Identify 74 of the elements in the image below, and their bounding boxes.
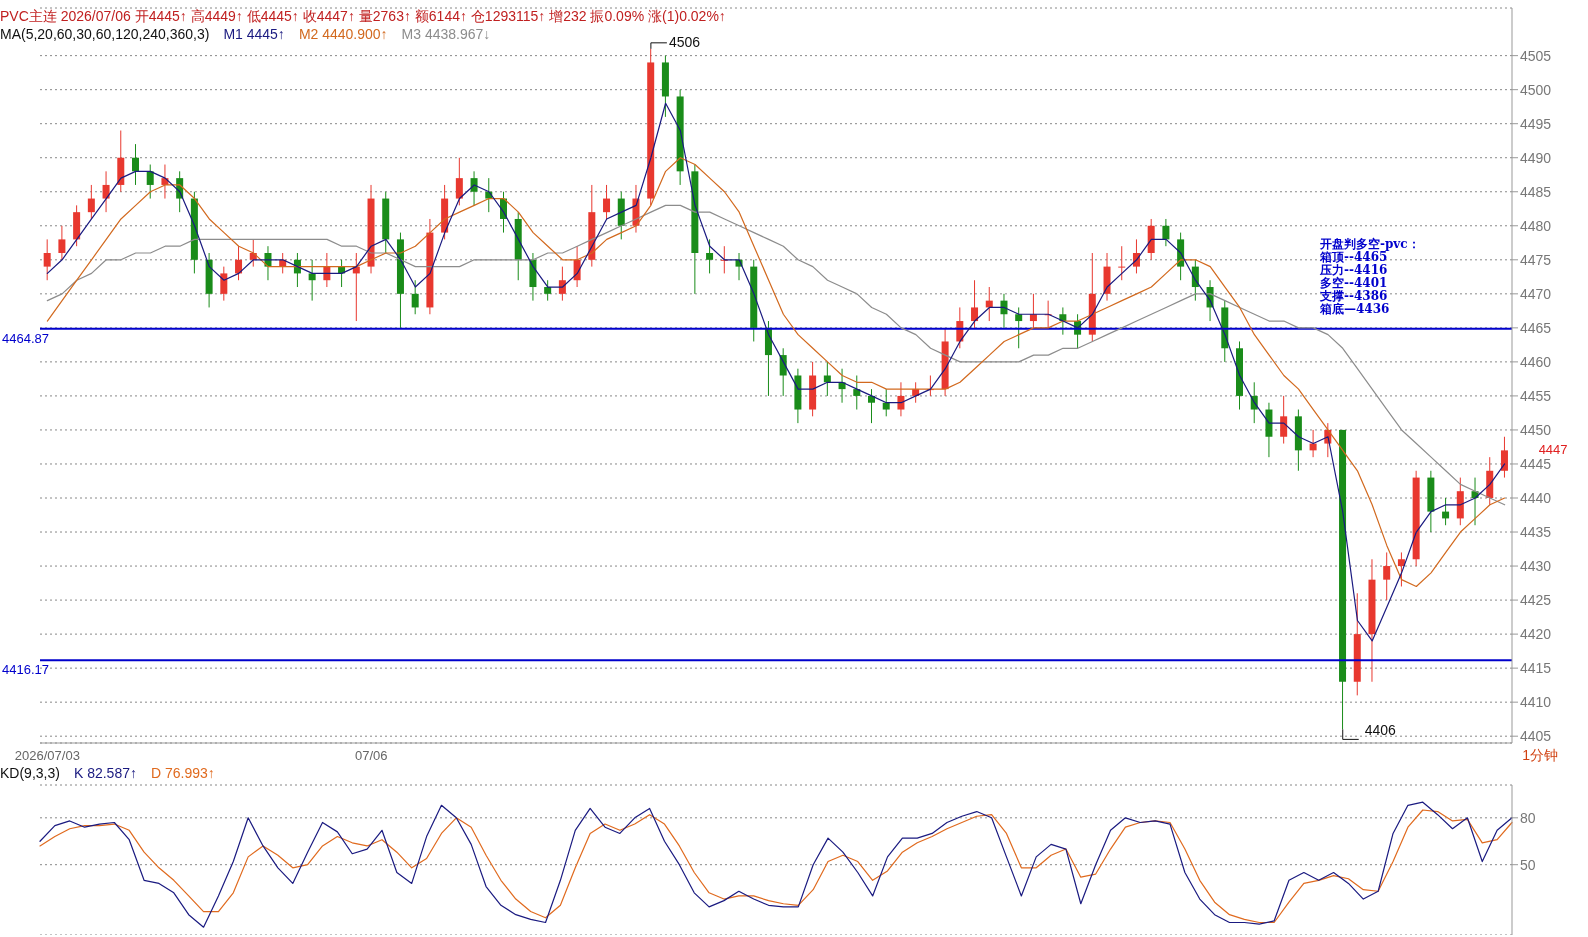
- y-tick-label: 4455: [1520, 387, 1552, 404]
- y-tick-label: 4445: [1520, 455, 1552, 472]
- candlestick: [706, 238, 714, 274]
- y-tick-label: 4465: [1520, 319, 1552, 336]
- candlestick: [1500, 436, 1508, 479]
- candlestick: [1015, 306, 1023, 349]
- y-tick-label: 50: [1520, 856, 1536, 873]
- candlestick: [102, 170, 110, 213]
- text: 多空--4401: [1320, 276, 1388, 290]
- candlestick: [235, 245, 243, 281]
- text: 4447: [1538, 441, 1568, 457]
- x-axis-title: 1分钟: [1522, 747, 1558, 765]
- annotation: 4406: [1364, 722, 1397, 739]
- y-tick-label: 4435: [1520, 524, 1552, 540]
- y-tick-label: 4480: [1520, 217, 1552, 234]
- candlestick: [308, 259, 316, 302]
- candlestick: [1162, 218, 1170, 247]
- candlestick: [1397, 551, 1405, 587]
- y-tick-label: 4420: [1520, 626, 1552, 643]
- y-tick-label: 4500: [1520, 81, 1552, 98]
- candlestick: [1280, 395, 1288, 445]
- y-tick-label: 4460: [1520, 353, 1552, 370]
- y-tick-label: 4415: [1520, 660, 1552, 677]
- candlestick: [146, 164, 154, 200]
- text: 支撑--4386: [1320, 289, 1388, 303]
- text: 箱底—4436: [1320, 302, 1390, 316]
- candlestick: [897, 381, 905, 417]
- chart-title: PVC主连 2026/07/06 开4445↑ 高4449↑ 低4445↑ 收4447↑ 量2763↑ 额6144↑ 仓1293115↑ 增232 振0.09% 涨(1)0.02%↑: [0, 8, 726, 26]
- text: D 76.993↑: [150, 765, 215, 781]
- x-tick-label: 07/06: [354, 748, 388, 764]
- text: M3 4438.967↓: [401, 26, 491, 42]
- y-tick-label: 4485: [1520, 183, 1552, 200]
- candlestick: [882, 388, 890, 417]
- y-tick-label: 4440: [1520, 489, 1552, 506]
- candlestick: [132, 143, 139, 186]
- y-tick-label: 4405: [1520, 728, 1552, 745]
- y-tick-label: 80: [1520, 809, 1536, 826]
- ref-line-label: 4416.17: [2, 662, 49, 678]
- text: K 82.587↑: [73, 765, 137, 781]
- candlestick: [43, 238, 51, 281]
- y-tick-label: 4505: [1520, 47, 1552, 64]
- y-tick-label: 4495: [1520, 115, 1552, 132]
- candlestick: [603, 184, 611, 220]
- candlestick: [853, 375, 861, 411]
- text: 开盘判多空-pvc：: [1320, 237, 1420, 251]
- text: 箱顶--4465: [1320, 250, 1388, 264]
- legend-title: MA(5,20,60,30,60,120,240,360,3): [0, 26, 210, 42]
- candlestick: [58, 225, 66, 261]
- text: M1 4445↑: [223, 26, 285, 42]
- y-tick-label: 4410: [1520, 694, 1552, 711]
- candlestick: [1118, 245, 1126, 281]
- candlestick: [868, 388, 875, 424]
- candlestick: [220, 266, 228, 302]
- y-tick-label: 4450: [1520, 421, 1552, 438]
- candlestick: [779, 347, 787, 397]
- text: M2 4440.900↑: [298, 26, 388, 42]
- candlestick: [455, 157, 463, 206]
- y-tick-label: 4475: [1520, 251, 1552, 268]
- text: 压力--4416: [1320, 263, 1388, 277]
- x-tick-label: 2026/07/03: [14, 748, 80, 764]
- ref-line-label: 4464.87: [2, 330, 49, 346]
- candlestick: [87, 184, 95, 220]
- y-tick-label: 4470: [1520, 285, 1552, 302]
- candlestick: [544, 279, 552, 302]
- y-tick-label: 4490: [1520, 149, 1552, 166]
- legend-title: KD(9,3,3): [0, 765, 60, 781]
- candlestick: [411, 279, 419, 315]
- candlestick: [720, 245, 728, 274]
- y-tick-label: 4430: [1520, 558, 1552, 575]
- candlestick: [1383, 551, 1391, 601]
- y-tick-label: 4425: [1520, 592, 1552, 609]
- candlestick: [971, 279, 979, 329]
- annotation: 4506: [668, 33, 701, 50]
- candlestick: [470, 170, 478, 206]
